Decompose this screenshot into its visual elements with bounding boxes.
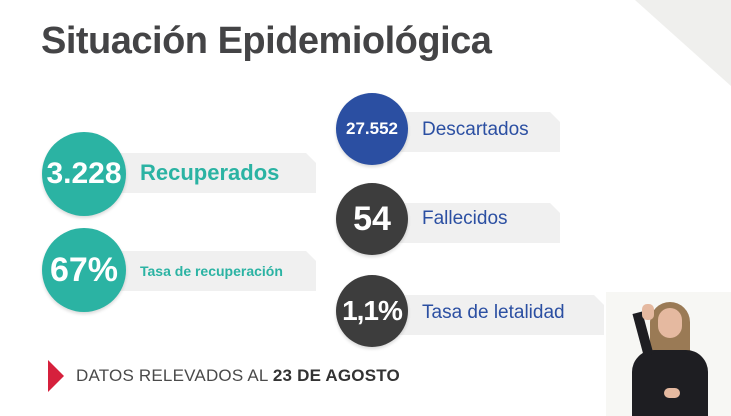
descartados-value: 27.552	[336, 93, 408, 165]
sign-language-interpreter-video	[606, 292, 731, 416]
fallecidos-bar	[398, 203, 560, 243]
footer-date: 23 DE AGOSTO	[272, 366, 400, 385]
tasa-recuperacion-bar	[110, 251, 316, 291]
descartados-label: Descartados	[422, 119, 529, 140]
corner-decoration	[635, 0, 731, 86]
interpreter-torso	[632, 350, 708, 416]
footer-prefix: DATOS RELEVADOS AL	[76, 366, 273, 385]
data-date-note: DATOS RELEVADOS AL 23 DE AGOSTO	[48, 360, 400, 392]
descartados-bar	[398, 112, 560, 152]
page-title: Situación Epidemiológica	[41, 20, 492, 62]
tasa-recuperacion-label: Tasa de recuperación	[140, 263, 283, 279]
fallecidos-label: Fallecidos	[422, 208, 508, 229]
recuperados-label: Recuperados	[140, 160, 280, 185]
recuperados-bar	[110, 153, 316, 193]
fallecidos-value: 54	[336, 183, 408, 255]
tasa-letalidad-label: Tasa de letalidad	[422, 302, 565, 323]
tasa-recuperacion-value: 67%	[42, 228, 126, 312]
tasa-letalidad-bar	[398, 295, 604, 335]
tasa-letalidad-value: 1,1%	[336, 275, 408, 347]
recuperados-value: 3.228	[42, 132, 126, 216]
interpreter-hand2	[664, 388, 680, 398]
interpreter-face	[658, 308, 682, 338]
interpreter-hand-icon	[642, 304, 654, 320]
play-arrow-icon	[48, 360, 64, 392]
